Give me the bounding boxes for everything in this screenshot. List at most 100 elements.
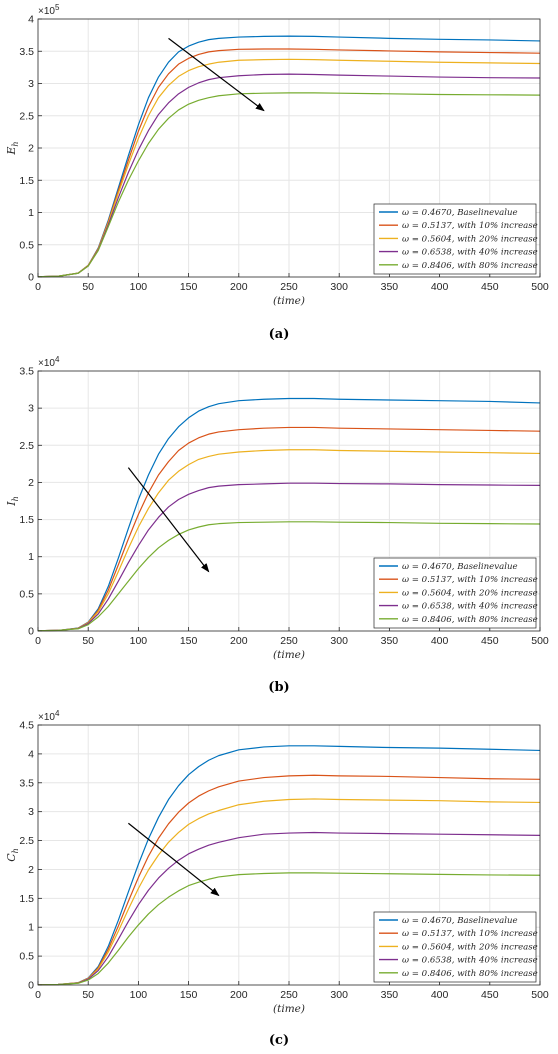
chart-panel-a: 0 50 100 150 200 250 300 350 400 450 500 0 0.5 1 1.5 2 2… (5, 3, 549, 342)
y-tick-label: 3.5 (19, 777, 34, 789)
y-tick-label: 3 (28, 806, 34, 818)
y-axis-label: Ih (5, 496, 20, 507)
x-tick-label: 100 (130, 635, 148, 647)
y-tick-label: 0 (28, 980, 34, 992)
series-line-5 (37, 872, 541, 986)
legend-entry: ω = 0.6538, with 40% increase (402, 248, 538, 258)
y-tick-label: 1.5 (19, 514, 34, 526)
y-tick-label: 1.5 (19, 893, 34, 905)
legend-entry: ω = 0.6538, with 40% increase (402, 956, 538, 966)
x-tick-label: 450 (481, 281, 499, 293)
y-axis-label: Eh (5, 141, 20, 155)
x-axis-label: (time) (273, 649, 305, 661)
legend: ω = 0.4670, Baselinevalue ω = 0.5137, wit… (373, 911, 538, 983)
exponent-label: ×104 (38, 355, 60, 369)
y-tick-label: 2 (28, 864, 34, 876)
x-tick-label: 50 (82, 989, 94, 1001)
x-tick-label: 50 (82, 635, 94, 647)
chart-panel-c: 0 50 100 150 200 250 300 350 400 450 500 0 0.5 1 1.5 2 2… (5, 709, 549, 1048)
y-tick-label: 4.5 (19, 720, 34, 732)
x-tick-label: 400 (431, 989, 449, 1001)
x-tick-label: 400 (431, 281, 449, 293)
trend-arrow (127, 467, 210, 573)
legend-entry: ω = 0.8406, with 80% increase (402, 615, 538, 625)
x-tick-label: 150 (180, 989, 198, 1001)
x-tick-label: 0 (35, 281, 41, 293)
y-tick-label: 0.5 (19, 951, 34, 963)
y-tick-label: 2 (28, 143, 34, 155)
x-tick-label: 300 (330, 281, 348, 293)
legend-entry: ω = 0.5604, with 20% increase (402, 588, 538, 598)
y-tick-label: 3 (28, 403, 34, 415)
y-tick-label: 4 (28, 14, 34, 26)
figure-caption: (a) (269, 327, 290, 342)
y-tick-label: 2.5 (19, 835, 34, 847)
x-tick-label: 150 (180, 635, 198, 647)
exponent-label: ×105 (38, 3, 60, 17)
x-tick-label: 350 (381, 635, 399, 647)
x-axis-label: (time) (273, 1003, 305, 1015)
series-line-5 (37, 92, 541, 278)
trend-arrow (168, 37, 265, 112)
series-line-2 (37, 774, 541, 986)
legend-entry: ω = 0.4670, Baselinevalue (402, 916, 518, 926)
y-tick-label: 1 (28, 207, 34, 219)
x-tick-label: 250 (280, 989, 298, 1001)
y-tick-label: 0.5 (19, 588, 34, 600)
x-tick-label: 400 (431, 635, 449, 647)
legend-entry: ω = 0.5137, with 10% increase (402, 575, 538, 585)
x-tick-label: 350 (381, 989, 399, 1001)
legend-entry: ω = 0.4670, Baselinevalue (402, 562, 518, 572)
y-tick-label: 3.5 (19, 366, 34, 378)
x-tick-label: 500 (531, 281, 549, 293)
series-line-4 (37, 831, 541, 986)
x-tick-label: 100 (130, 989, 148, 1001)
chart-panel-b: 0 50 100 150 200 250 300 350 400 450 500 0 0.5 1 1.5 2 2… (5, 355, 549, 695)
y-tick-label: 3 (28, 78, 34, 90)
legend-entry: ω = 0.6538, with 40% increase (402, 602, 538, 612)
legend-entry: ω = 0.8406, with 80% increase (402, 969, 538, 979)
trend-arrow (127, 822, 220, 897)
x-tick-label: 450 (481, 635, 499, 647)
x-tick-label: 0 (35, 635, 41, 647)
legend: ω = 0.4670, Baselinevalue ω = 0.5137, wit… (373, 203, 538, 275)
legend-entry: ω = 0.5604, with 20% increase (402, 234, 538, 244)
y-tick-label: 1.5 (19, 175, 34, 187)
legend-entry: ω = 0.5604, with 20% increase (402, 942, 538, 952)
x-tick-label: 200 (230, 989, 248, 1001)
y-tick-label: 1 (28, 922, 34, 934)
series-line-5 (37, 521, 541, 632)
x-tick-label: 50 (82, 281, 94, 293)
y-tick-label: 0.5 (19, 239, 34, 251)
x-tick-label: 500 (531, 635, 549, 647)
y-tick-label: 2.5 (19, 440, 34, 452)
y-axis-label: Ch (5, 848, 20, 862)
legend-entry: ω = 0.4670, Baselinevalue (402, 208, 518, 218)
series-line-3 (37, 449, 541, 632)
x-axis-label: (time) (273, 295, 305, 307)
x-tick-label: 300 (330, 635, 348, 647)
x-tick-label: 450 (481, 989, 499, 1001)
legend-box (373, 911, 537, 983)
figure-caption: (c) (269, 1033, 289, 1048)
x-tick-label: 250 (280, 281, 298, 293)
x-tick-label: 300 (330, 989, 348, 1001)
x-tick-label: 0 (35, 989, 41, 1001)
legend-entry: ω = 0.5137, with 10% increase (402, 929, 538, 939)
series-line-1 (37, 397, 541, 632)
y-tick-label: 0 (28, 626, 34, 638)
x-tick-label: 350 (381, 281, 399, 293)
exponent-label: ×104 (38, 709, 60, 723)
series-line-4 (37, 482, 541, 632)
x-tick-label: 150 (180, 281, 198, 293)
legend-box (373, 557, 537, 629)
series-line-1 (37, 745, 541, 986)
legend-entry: ω = 0.5137, with 10% increase (402, 221, 538, 231)
x-tick-label: 500 (531, 989, 549, 1001)
x-tick-label: 200 (230, 281, 248, 293)
y-tick-label: 1 (28, 551, 34, 563)
figure-caption: (b) (268, 680, 289, 695)
x-tick-label: 100 (130, 281, 148, 293)
y-tick-label: 0 (28, 272, 34, 284)
